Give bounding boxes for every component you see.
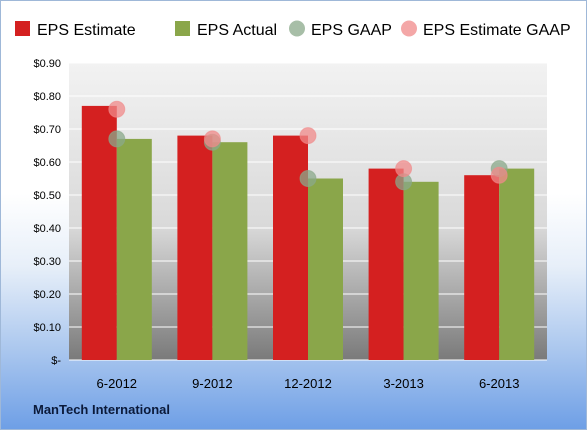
marker-eps-gaap xyxy=(108,130,126,148)
bars xyxy=(81,105,535,361)
marker-eps-gaap xyxy=(299,170,317,187)
bar-eps-estimate xyxy=(273,135,308,360)
x-tick-label: 6-2013 xyxy=(479,376,519,391)
y-tick-label: $- xyxy=(51,355,61,367)
bar-eps-estimate xyxy=(177,135,213,360)
bar-eps-estimate xyxy=(368,168,404,360)
marker-eps-estimate-gaap xyxy=(203,130,221,148)
y-tick-label: $0.80 xyxy=(33,91,61,103)
y-tick-label: $0.40 xyxy=(33,223,61,235)
x-axis: 6-2012 9-2012 12-2012 3-2013 6-2013 xyxy=(97,376,520,391)
legend-swatch-eps-estimate xyxy=(15,21,30,36)
x-tick-label: 9-2012 xyxy=(192,376,232,391)
y-axis: $- $0.10 $0.20 $0.30 $0.40 $0.50 $0.60 $0.70 $0.… xyxy=(33,58,61,367)
y-tick-label: $0.20 xyxy=(33,289,61,301)
bar-eps-estimate xyxy=(81,105,117,361)
legend: EPS Estimate EPS Actual EPS GAAP EPS Estima… xyxy=(15,20,571,39)
y-tick-label: $0.70 xyxy=(33,124,61,136)
x-tick-label: 3-2013 xyxy=(383,376,423,391)
bar-eps-actual xyxy=(403,181,439,360)
markers xyxy=(108,100,508,191)
company-name: ManTech International xyxy=(33,402,170,417)
legend-swatch-eps-gaap xyxy=(289,20,305,37)
legend-label-eps-actual: EPS Actual xyxy=(197,22,277,39)
legend-label-eps-estimate-gaap: EPS Estimate GAAP xyxy=(423,22,571,39)
y-tick-label: $0.10 xyxy=(33,322,61,334)
legend-label-eps-estimate: EPS Estimate xyxy=(37,22,136,39)
bar-eps-actual xyxy=(212,142,248,360)
x-tick-label: 6-2012 xyxy=(97,376,137,391)
y-tick-label: $0.30 xyxy=(33,256,61,268)
y-tick-label: $0.60 xyxy=(33,157,61,169)
x-tick-label: 12-2012 xyxy=(284,376,332,391)
bar-eps-actual xyxy=(116,138,152,360)
bar-eps-actual xyxy=(308,178,343,360)
marker-eps-estimate-gaap xyxy=(490,166,508,184)
bar-eps-estimate xyxy=(464,175,500,360)
bar-eps-actual xyxy=(499,168,535,360)
legend-swatch-eps-actual xyxy=(175,21,190,36)
marker-eps-estimate-gaap xyxy=(108,100,126,118)
y-tick-label: $0.50 xyxy=(33,190,61,202)
y-tick-label: $0.90 xyxy=(33,58,61,70)
legend-swatch-eps-estimate-gaap xyxy=(401,20,417,37)
marker-eps-estimate-gaap xyxy=(299,127,317,145)
legend-label-eps-gaap: EPS GAAP xyxy=(311,22,392,39)
marker-eps-estimate-gaap xyxy=(395,160,413,178)
